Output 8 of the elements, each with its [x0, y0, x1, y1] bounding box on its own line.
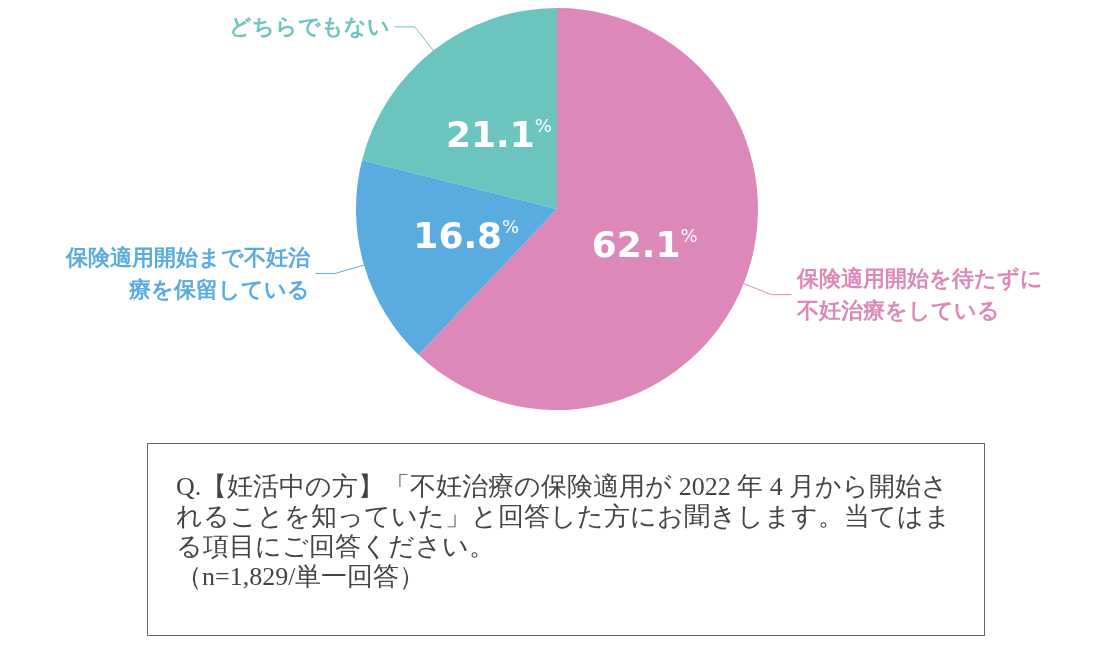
slice-label: どちらでもない — [228, 14, 390, 40]
data-label: 62.1% — [591, 223, 698, 265]
slice-label: 保険適用開始を待たずに不妊治療をしている — [795, 266, 1043, 324]
data-label: 21.1% — [445, 114, 552, 156]
data-label: 16.8% — [413, 214, 520, 256]
slice-label: 保険適用開始まで不妊治療を保留している — [65, 244, 312, 302]
text: （n=1,829/単一回答） — [176, 562, 427, 592]
text: Q.【妊活中の方】「不妊治療の保険適用が 2022 年 4 月から開始されることを知っていた」と回答した方にお聞きします。当てはまる項目にご回答ください。 — [176, 472, 952, 562]
